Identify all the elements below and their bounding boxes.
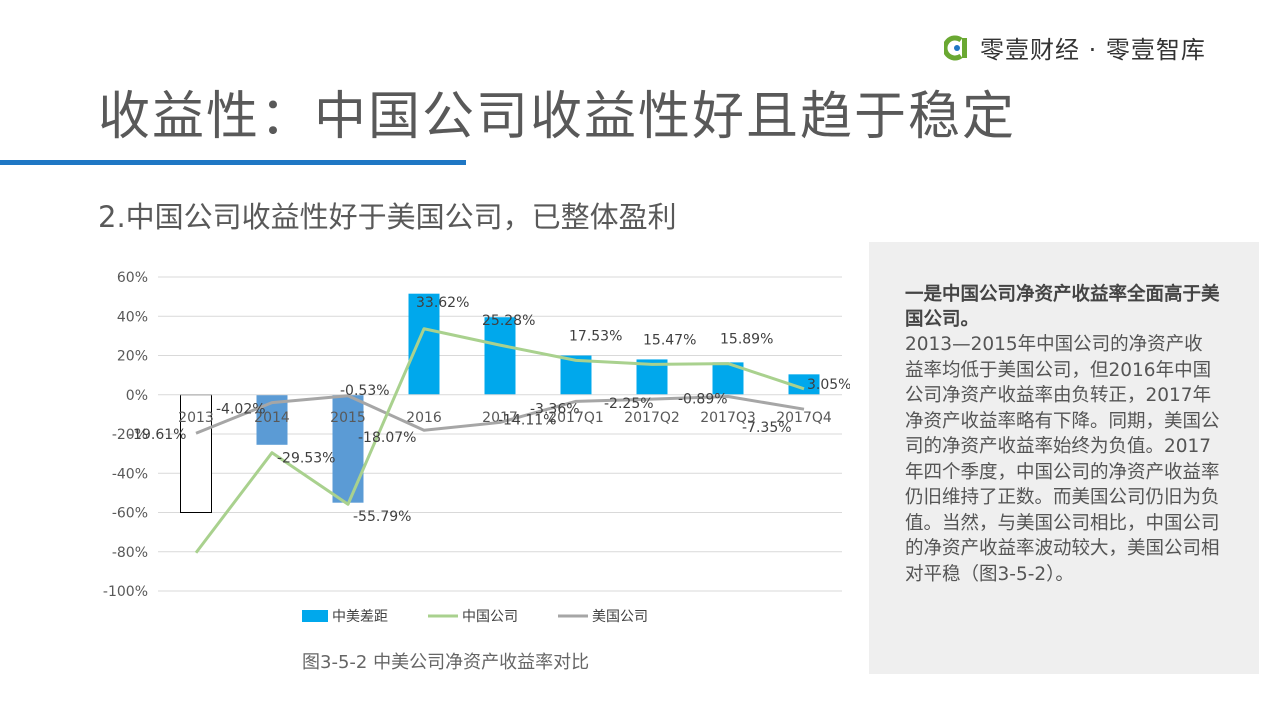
x-tick-label: 2017Q1: [548, 410, 604, 426]
chart-caption: 图3-5-2 中美公司净资产收益率对比: [302, 652, 590, 673]
legend-label: 美国公司: [592, 609, 648, 625]
y-tick-label: -20%: [112, 427, 148, 443]
china-data-label: 33.62%: [416, 295, 469, 311]
commentary-heading: 一是中国公司净资产收益率全面高于美国公司。: [905, 284, 1220, 330]
china-data-label: 3.05%: [807, 377, 850, 393]
us-data-label: -7.35%: [742, 420, 792, 436]
us-data-label: -0.89%: [678, 391, 728, 407]
series-line-us: [195, 394, 805, 435]
bar: [484, 317, 516, 395]
x-tick-label: 2016: [406, 410, 442, 426]
y-tick-label: 60%: [117, 270, 148, 286]
legend-label: 中国公司: [462, 609, 518, 625]
y-tick-label: -40%: [112, 466, 148, 482]
bar: [788, 374, 820, 395]
x-tick-label: 2017: [482, 410, 518, 426]
x-tick-label: 2017Q4: [776, 410, 832, 426]
x-tick-label: 2013: [178, 410, 214, 426]
y-tick-label: -60%: [112, 506, 148, 522]
us-data-label: -0.53%: [340, 383, 390, 399]
brand-mark-icon: [944, 35, 967, 60]
china-data-label: 15.89%: [720, 332, 773, 348]
roe-comparison-chart: 60% 40% 20% 0% -20% -40% -60% -80% -100% 2013 2014…: [103, 270, 850, 625]
y-tick-label: 0%: [126, 388, 148, 404]
us-data-label: -3.36%: [530, 401, 580, 417]
bar: [408, 293, 440, 395]
china-data-label: 25.28%: [482, 313, 535, 329]
us-data-label: -19.61%: [128, 427, 186, 443]
brand-logo-text: 零壹财经 · 零壹智库: [980, 36, 1206, 64]
us-data-label: -18.07%: [358, 430, 416, 446]
commentary-panel: 一是中国公司净资产收益率全面高于美国公司。 2013—2015年中国公司的净资产…: [869, 242, 1259, 674]
us-data-label: -14.11%: [498, 412, 556, 428]
page-title: 收益性：中国公司收益性好且趋于稳定: [98, 87, 1017, 147]
bar: [332, 394, 364, 503]
china-data-label: 15.47%: [643, 332, 696, 348]
x-tick-label: 2014: [254, 410, 290, 426]
china-data-label: -55.79%: [353, 509, 411, 525]
commentary-body: 2013—2015年中国公司的净资产收益率均低于美国公司，但2016年中国公司净…: [905, 334, 1220, 585]
page-subtitle: 2.中国公司收益性好于美国公司，已整体盈利: [98, 200, 677, 234]
title-divider: [0, 160, 466, 165]
y-tick-label: -80%: [112, 545, 148, 561]
china-data-label: 17.53%: [569, 328, 622, 344]
legend-swatch-bar: [302, 610, 328, 622]
us-data-label: -4.02%: [216, 402, 266, 418]
y-tick-label: 40%: [117, 309, 148, 325]
x-tick-label: 2017Q2: [624, 410, 680, 426]
series-line-china: [194, 327, 805, 554]
x-tick-label: 2015: [330, 410, 366, 426]
brand-logo: 零壹财经 · 零壹智库: [944, 30, 1206, 65]
y-tick-label: 20%: [117, 349, 148, 365]
us-data-label: -2.25%: [604, 396, 654, 412]
china-data-label: -29.53%: [277, 451, 335, 467]
y-tick-label: -100%: [103, 584, 148, 600]
x-tick-label: 2017Q3: [700, 410, 756, 426]
legend-label: 中美差距: [332, 609, 388, 625]
